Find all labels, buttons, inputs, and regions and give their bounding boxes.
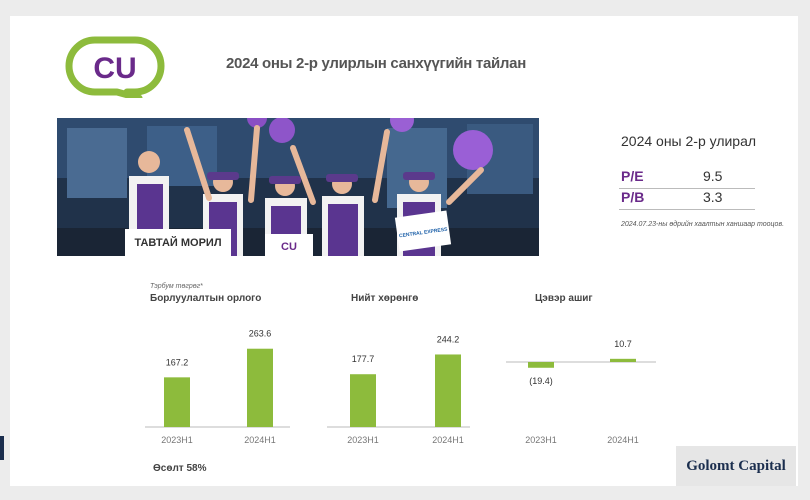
chart-1-value-label-0: 177.7 xyxy=(352,354,375,364)
chart-2-bar-1 xyxy=(610,358,636,362)
pb-row: P/B 3.3 xyxy=(619,187,755,210)
assets-chart-title: Нийт хөрөнгө xyxy=(351,293,419,304)
cu-logo: CU xyxy=(65,36,165,98)
chart-0-category-label-0: 2023H1 xyxy=(161,435,193,445)
chart-0-value-label-0: 167.2 xyxy=(166,357,189,367)
unit-label: Тэрбум төгрөг* xyxy=(150,283,203,290)
pe-value: 9.5 xyxy=(703,168,723,184)
chart-1-category-label-0: 2023H1 xyxy=(347,435,379,445)
valuation-title: 2024 оны 2-р улирал xyxy=(621,133,757,149)
brand-text: Golomt Capital xyxy=(686,457,786,474)
chart-0-category-label-1: 2024H1 xyxy=(244,435,276,445)
pb-value: 3.3 xyxy=(703,189,723,205)
chart-2-category-label-0: 2023H1 xyxy=(525,435,557,445)
store-staff-photo: CU CENTRAL EXPRESS xyxy=(57,118,539,256)
golomt-capital-logo: Golomt Capital xyxy=(676,446,796,486)
chart-1-value-label-1: 244.2 xyxy=(437,334,460,344)
left-accent-bar xyxy=(0,436,4,460)
chart-2-value-label-0: (19.4) xyxy=(529,376,553,386)
pb-label: P/B xyxy=(621,189,645,205)
chart-2-category-label-1: 2024H1 xyxy=(607,435,639,445)
welcome-banner: ТАВТАЙ МОРИЛ xyxy=(125,229,231,256)
pe-row: P/E 9.5 xyxy=(619,166,755,189)
valuation-note: 2024.07.23-ны өдрийн хаалтын ханшаар тоо… xyxy=(621,221,785,228)
chart-0-value-label-1: 263.6 xyxy=(249,329,272,339)
svg-text:CU: CU xyxy=(281,241,297,253)
chart-2-value-label-1: 10.7 xyxy=(614,339,632,349)
chart-1-bar-0 xyxy=(350,374,376,427)
page-title: 2024 оны 2-р улирлын санхүүгийн тайлан xyxy=(226,55,526,72)
chart-1-bar-1 xyxy=(435,354,461,427)
chart-0-bar-0 xyxy=(164,377,190,427)
pe-label: P/E xyxy=(621,168,644,184)
svg-text:CU: CU xyxy=(93,52,136,85)
chart-1-category-label-1: 2024H1 xyxy=(432,435,464,445)
chart-0-bar-1 xyxy=(247,348,273,427)
chart-2-bar-0 xyxy=(528,362,554,368)
profit-chart-title: Цэвэр ашиг xyxy=(535,293,593,304)
growth-text: Өсөлт 58% xyxy=(153,463,207,474)
revenue-chart-title: Борлуулалтын орлого xyxy=(150,293,262,304)
